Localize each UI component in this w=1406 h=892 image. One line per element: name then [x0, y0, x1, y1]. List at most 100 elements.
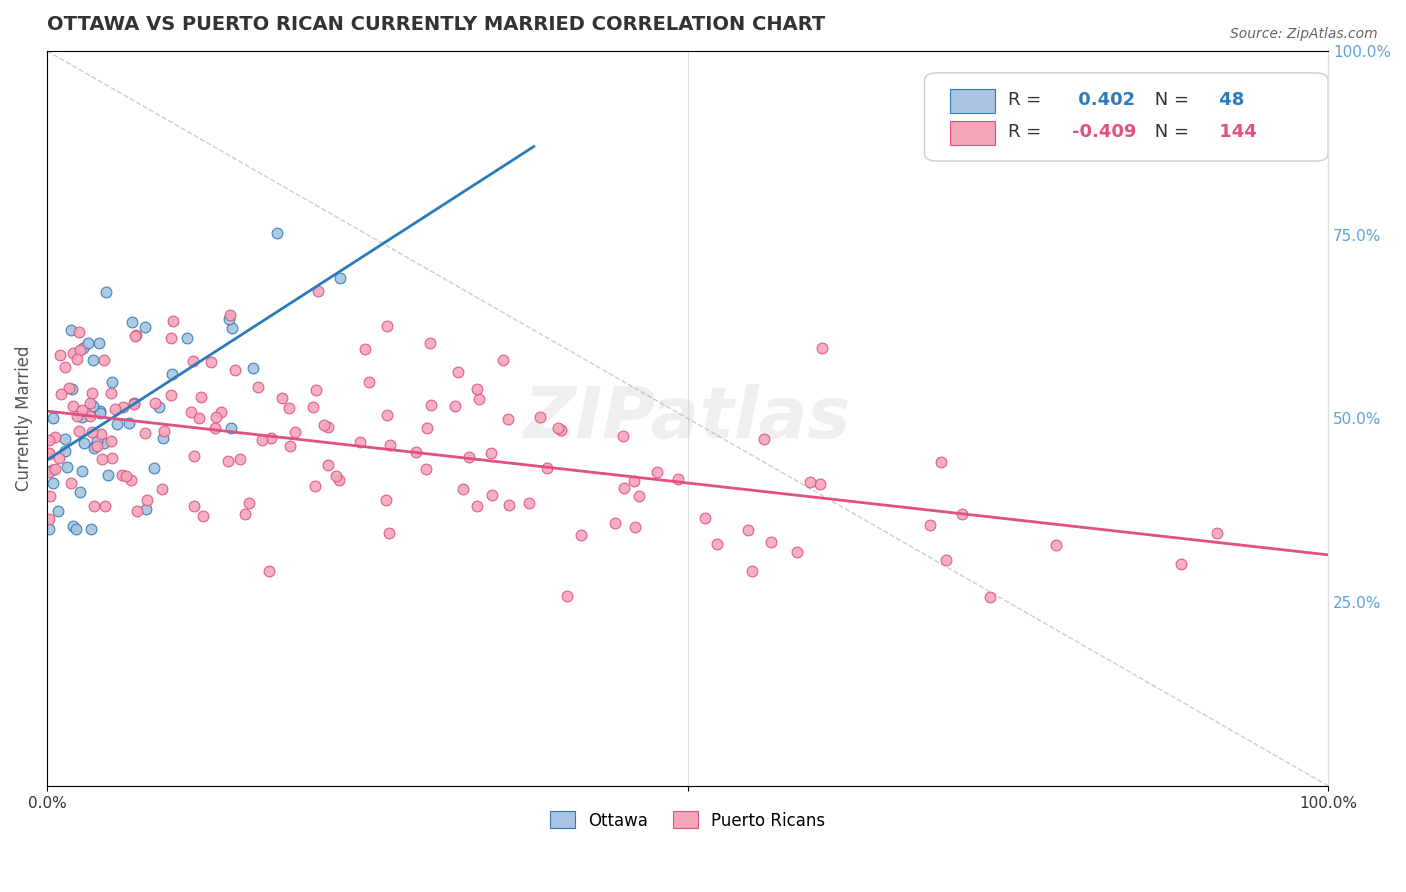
Point — [204, 421, 226, 435]
Point — [160, 388, 183, 402]
Point — [56, 460, 79, 475]
Point — [134, 320, 156, 334]
Point — [550, 423, 572, 437]
Point — [86, 439, 108, 453]
Point — [60, 475, 83, 490]
Point — [786, 545, 808, 559]
Text: ZIPatlas: ZIPatlas — [524, 384, 851, 453]
Point — [53, 443, 76, 458]
Point — [135, 501, 157, 516]
Point — [46, 504, 69, 518]
Point — [979, 591, 1001, 605]
Y-axis label: Currently Married: Currently Married — [15, 345, 32, 491]
Text: R =: R = — [1008, 123, 1047, 141]
Point — [67, 325, 90, 339]
Point — [235, 507, 257, 521]
Point — [124, 329, 146, 343]
Point — [125, 328, 148, 343]
Point — [60, 382, 83, 396]
Point — [277, 401, 299, 415]
Text: 144: 144 — [1213, 123, 1257, 141]
Point — [82, 386, 104, 401]
Point — [150, 483, 173, 497]
Point — [53, 433, 76, 447]
Point — [219, 308, 242, 322]
Point — [260, 432, 283, 446]
Point — [278, 439, 301, 453]
Point — [38, 446, 60, 460]
Point — [1045, 538, 1067, 552]
Point — [799, 475, 821, 489]
Point — [627, 489, 650, 503]
Point — [67, 424, 90, 438]
Point — [693, 511, 716, 525]
Point — [238, 495, 260, 509]
Point — [316, 420, 339, 434]
Point — [86, 434, 108, 449]
Point — [121, 315, 143, 329]
Point — [623, 474, 645, 488]
Point — [72, 464, 94, 478]
FancyBboxPatch shape — [950, 89, 995, 113]
Point — [314, 418, 336, 433]
Point — [547, 421, 569, 435]
Point — [307, 284, 329, 298]
Point — [190, 390, 212, 404]
Legend: Ottawa, Puerto Ricans: Ottawa, Puerto Ricans — [543, 805, 832, 836]
Point — [468, 392, 491, 406]
Point — [271, 391, 294, 405]
Point — [83, 500, 105, 514]
Point — [89, 404, 111, 418]
Point — [415, 461, 437, 475]
Point — [305, 383, 328, 397]
Point — [250, 434, 273, 448]
Point — [752, 432, 775, 446]
Point — [328, 474, 350, 488]
Point — [122, 397, 145, 411]
Point — [90, 451, 112, 466]
Text: 48: 48 — [1213, 91, 1244, 109]
Point — [66, 409, 89, 423]
Point — [419, 336, 441, 351]
Point — [183, 449, 205, 463]
Point — [83, 441, 105, 455]
Point — [70, 410, 93, 425]
Point — [72, 341, 94, 355]
Point — [96, 285, 118, 299]
Point — [80, 425, 103, 440]
Point — [160, 331, 183, 345]
Point — [82, 353, 104, 368]
Point — [481, 488, 503, 502]
Point — [624, 520, 647, 534]
Text: Source: ZipAtlas.com: Source: ZipAtlas.com — [1230, 27, 1378, 41]
Point — [41, 463, 63, 477]
Point — [62, 346, 84, 360]
Point — [76, 336, 98, 351]
Point — [357, 376, 380, 390]
Point — [97, 468, 120, 483]
Point — [209, 404, 232, 418]
Point — [90, 426, 112, 441]
Point — [124, 396, 146, 410]
Point — [811, 341, 834, 355]
Point — [666, 472, 689, 486]
Point — [125, 504, 148, 518]
Point — [44, 462, 66, 476]
Point — [349, 435, 371, 450]
Point — [101, 451, 124, 466]
Point — [378, 525, 401, 540]
Point — [38, 522, 60, 536]
Point — [187, 411, 209, 425]
Point — [162, 313, 184, 327]
Point — [605, 516, 627, 530]
Point — [115, 468, 138, 483]
Point — [569, 527, 592, 541]
Point — [808, 476, 831, 491]
Point — [160, 367, 183, 381]
Point — [181, 354, 204, 368]
Point — [706, 537, 728, 551]
Point — [152, 424, 174, 438]
Text: 0.402: 0.402 — [1071, 91, 1135, 109]
Point — [375, 409, 398, 423]
Point — [444, 399, 467, 413]
